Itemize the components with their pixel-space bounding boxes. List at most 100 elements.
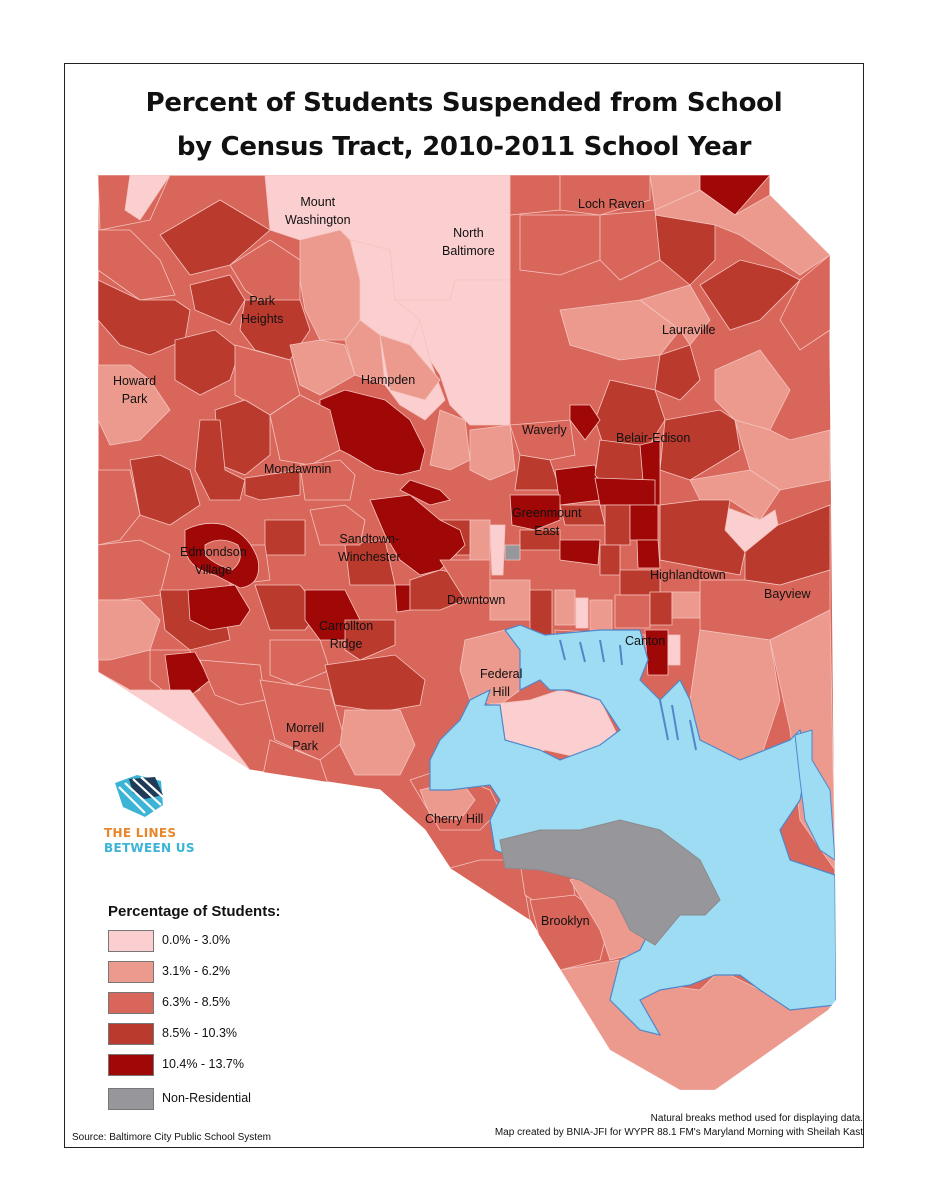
legend-title: Percentage of Students: <box>108 903 281 920</box>
tract <box>554 589 576 626</box>
label-belair-edison: Belair-Edison <box>616 431 691 445</box>
tract <box>599 544 621 576</box>
tract <box>519 214 601 276</box>
lines-between-us-logo: THE LINES BETWEEN US <box>104 770 204 860</box>
label-lauraville: Lauraville <box>662 323 716 337</box>
label-howard-park: Howard Park <box>113 374 157 406</box>
tract <box>671 591 701 619</box>
tract <box>204 539 241 571</box>
tract <box>344 619 396 661</box>
legend-label: 8.5% - 10.3% <box>162 1026 238 1040</box>
tract <box>667 634 681 666</box>
legend-label: 0.0% - 3.0% <box>162 933 231 947</box>
tract <box>309 504 366 546</box>
label-morrell-park: Morrell Park <box>286 721 325 753</box>
legend-swatch <box>108 1088 154 1110</box>
legend-label: 6.3% - 8.5% <box>162 995 231 1009</box>
tract <box>779 254 831 351</box>
tract <box>369 494 466 576</box>
pier <box>559 639 697 751</box>
legend-swatch <box>108 1054 154 1076</box>
tract <box>339 709 416 776</box>
label-mount-washington: Mount Washington <box>285 195 351 227</box>
label-federal-hill: Federal Hill <box>480 667 523 699</box>
tract <box>174 329 241 396</box>
tract <box>639 284 711 346</box>
tract <box>189 274 246 326</box>
tract <box>509 419 576 461</box>
tract <box>569 404 601 441</box>
label-carrollton-ridge: Carrollton Ridge <box>319 619 374 651</box>
lines-between-us-logo-mark <box>115 775 164 817</box>
tract <box>509 494 561 531</box>
census-tracts <box>98 175 836 1090</box>
tract <box>689 629 781 761</box>
tract <box>604 504 631 546</box>
tract <box>164 651 211 701</box>
tract <box>429 409 471 471</box>
label-bayview: Bayview <box>764 587 811 601</box>
tract <box>559 175 651 216</box>
label-north-baltimore: North Baltimore <box>442 226 495 258</box>
legend-swatch <box>108 1023 154 1045</box>
legend-label: Non-Residential <box>162 1091 251 1105</box>
tract <box>654 344 701 401</box>
label-park-heights: Park Heights <box>241 294 284 326</box>
tract <box>299 459 356 501</box>
label-highlandtown: Highlandtown <box>650 568 726 582</box>
label-canton: Canton <box>625 634 666 648</box>
legend-label: 10.4% - 13.7% <box>162 1057 244 1071</box>
method-note: Natural breaks method used for displayin… <box>650 1113 863 1124</box>
credit-note: Map created by BNIA-JFI for WYPR 88.1 FM… <box>494 1127 863 1138</box>
label-waverly: Waverly <box>522 423 567 437</box>
tract <box>659 499 746 576</box>
label-greenmount-east: Greenmount East <box>512 506 582 538</box>
tract <box>244 469 301 501</box>
logo-text-line2: BETWEEN US <box>104 841 195 855</box>
source-note: Source: Baltimore City Public School Sys… <box>72 1132 271 1143</box>
tract <box>399 479 451 506</box>
legend-label: 3.1% - 6.2% <box>162 964 231 978</box>
label-sandtown-winchester: Sandtown- Winchester <box>338 532 401 564</box>
label-cherry-hill: Cherry Hill <box>425 812 484 826</box>
label-hampden: Hampden <box>361 373 416 387</box>
tract <box>289 339 356 396</box>
map-title-line2: by Census Tract, 2010-2011 School Year <box>176 132 752 162</box>
logo-text-line1: THE LINES <box>104 826 177 840</box>
tract <box>159 199 271 276</box>
legend-swatch <box>108 930 154 952</box>
tract <box>259 679 346 761</box>
tract <box>554 464 601 506</box>
tract <box>394 584 411 613</box>
tract <box>124 175 171 221</box>
tract <box>614 594 651 629</box>
tract <box>98 364 171 446</box>
legend-swatch <box>108 961 154 983</box>
tract <box>594 477 656 506</box>
label-mondawmin: Mondawmin <box>264 462 332 476</box>
tract <box>324 654 426 713</box>
tract <box>264 519 306 556</box>
tract <box>187 584 251 631</box>
industrial-area <box>499 819 721 946</box>
tract <box>344 319 386 386</box>
tract <box>599 209 661 281</box>
tract <box>575 597 589 629</box>
tract <box>269 394 341 466</box>
tract <box>636 539 661 569</box>
tract <box>98 539 171 601</box>
tract <box>98 229 176 301</box>
tract <box>559 299 681 361</box>
label-brooklyn: Brooklyn <box>541 914 590 928</box>
tract <box>194 419 246 501</box>
tract <box>379 334 441 401</box>
legend-swatch <box>108 992 154 1014</box>
tract <box>269 639 331 686</box>
tract <box>509 175 561 216</box>
label-loch-raven: Loch Raven <box>578 197 645 211</box>
tract <box>489 524 506 576</box>
tract <box>469 424 516 481</box>
tract <box>629 504 659 541</box>
tract <box>649 591 673 626</box>
